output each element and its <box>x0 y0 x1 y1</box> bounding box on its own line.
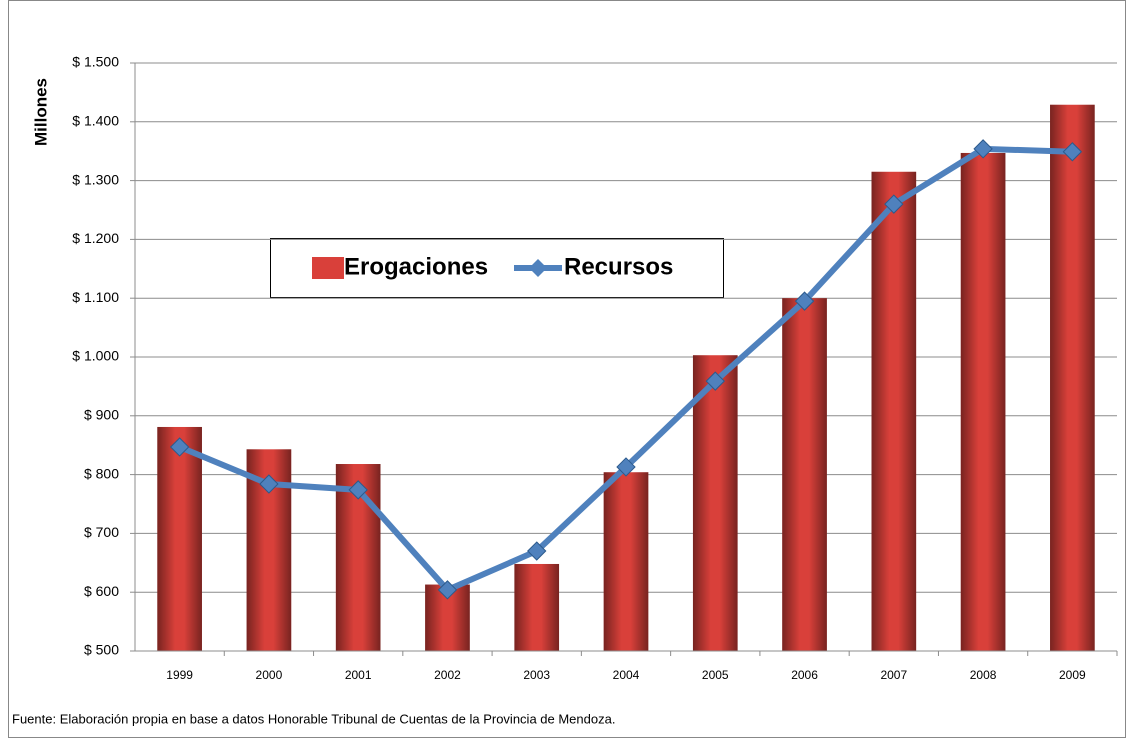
marker <box>527 541 547 561</box>
y-tick-label: $ 700 <box>84 524 119 540</box>
y-tick-label: $ 1.500 <box>72 54 119 70</box>
marker <box>705 371 725 391</box>
bar <box>871 171 917 651</box>
bar <box>514 563 560 651</box>
bar <box>603 472 649 651</box>
bar <box>960 152 1006 652</box>
marker <box>1062 142 1083 162</box>
y-tick-label: $ 900 <box>84 407 119 423</box>
marker <box>348 480 368 500</box>
y-tick-label: $ 500 <box>84 642 119 658</box>
y-tick-label: $ 1.000 <box>72 348 119 364</box>
x-tick-label: 2001 <box>345 668 372 682</box>
x-tick-label: 2005 <box>702 668 729 682</box>
marker <box>794 291 815 311</box>
legend-label: Erogaciones <box>344 253 488 280</box>
marker <box>616 457 636 477</box>
legend-swatch <box>312 257 344 279</box>
legend-label: Recursos <box>564 253 673 280</box>
y-tick-label: $ 800 <box>84 465 119 481</box>
y-tick-label: $ 1.300 <box>72 171 119 187</box>
marker <box>259 474 279 494</box>
y-tick-label: $ 1.100 <box>72 289 119 305</box>
bar <box>1050 104 1095 652</box>
x-tick-label: 2004 <box>613 668 640 682</box>
footnote: Fuente: Elaboración propia en base a dat… <box>12 711 615 726</box>
x-tick-label: 2008 <box>970 668 997 682</box>
y-axis-label: Millones <box>31 78 50 146</box>
x-tick-label: 2002 <box>434 668 461 682</box>
x-tick-label: 2009 <box>1059 668 1086 682</box>
x-tick-label: 2007 <box>880 668 907 682</box>
marker <box>884 194 904 214</box>
x-tick-label: 2000 <box>256 668 283 682</box>
bar <box>782 298 827 651</box>
x-tick-label: 2006 <box>791 668 818 682</box>
y-tick-label: $ 1.400 <box>72 113 119 129</box>
bar <box>157 426 202 651</box>
marker <box>437 580 458 600</box>
legend-box <box>270 238 724 298</box>
marker <box>973 139 993 159</box>
x-tick-label: 2003 <box>523 668 550 682</box>
y-tick-label: $ 600 <box>84 583 119 599</box>
y-tick-label: $ 1.200 <box>72 230 119 246</box>
legend-marker <box>529 259 547 277</box>
x-tick-label: 1999 <box>166 668 193 682</box>
marker <box>169 437 190 457</box>
